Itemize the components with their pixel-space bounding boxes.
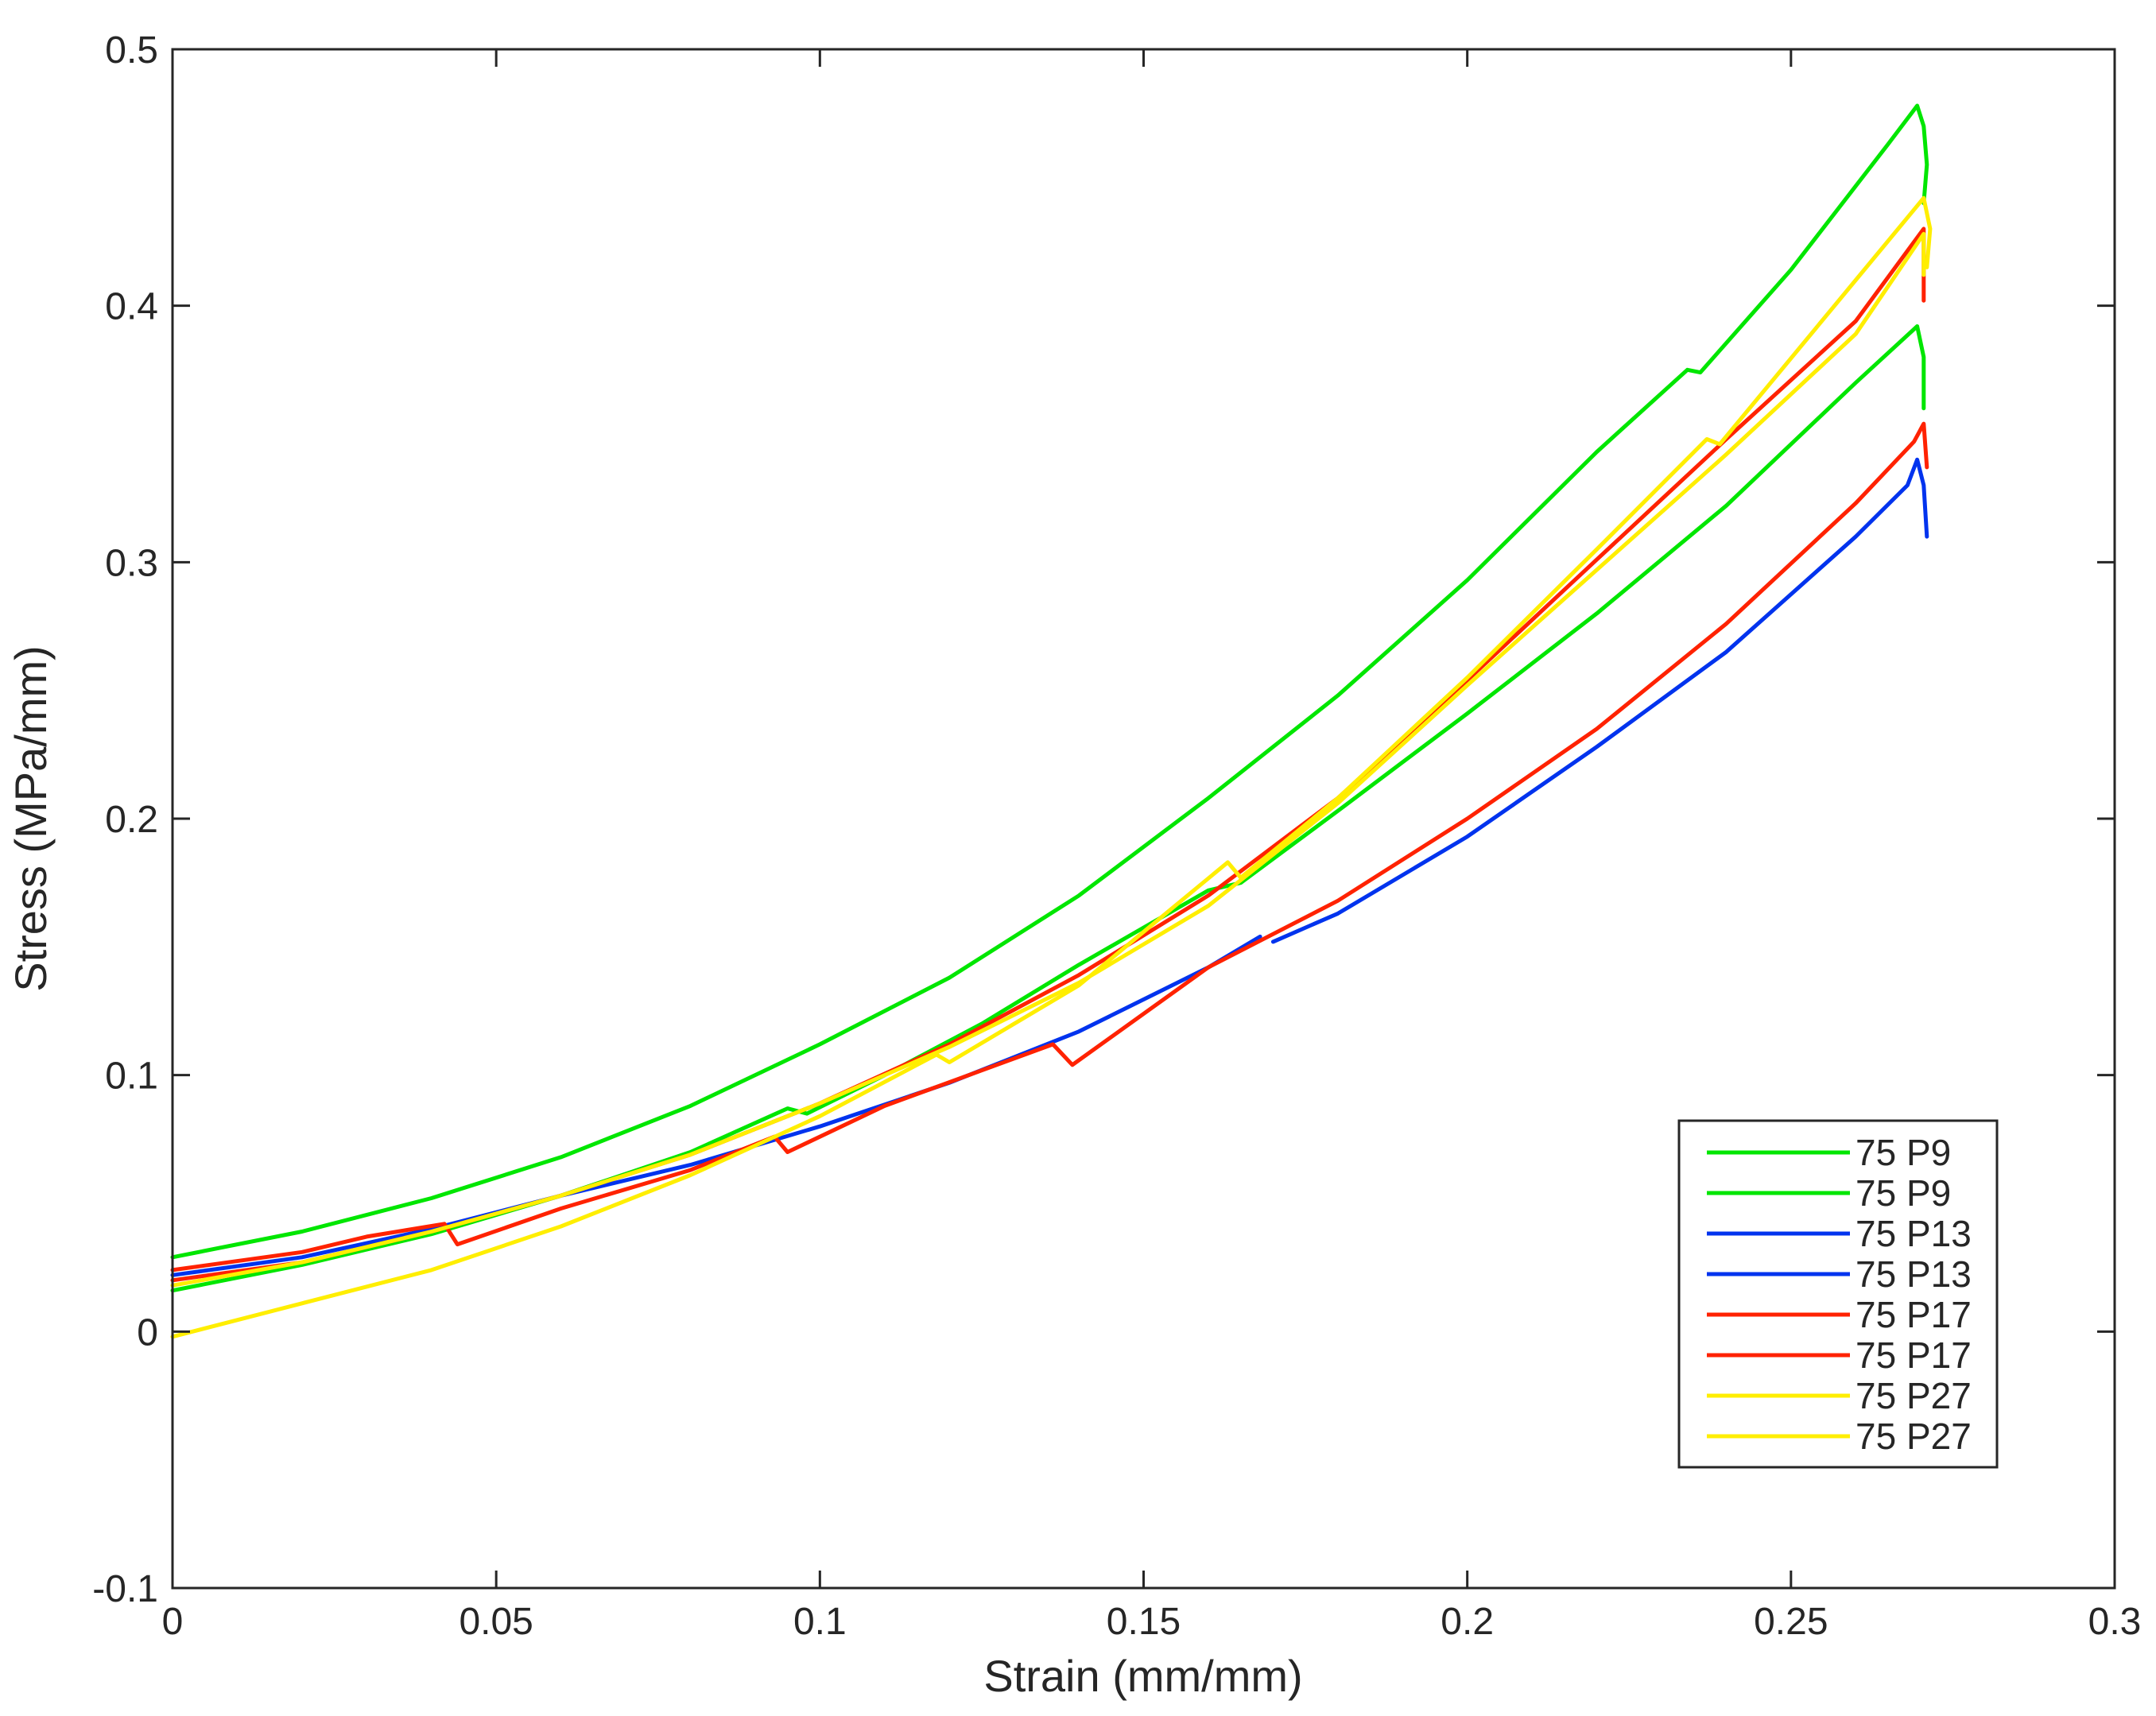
series-line-7 <box>170 196 1933 1339</box>
y-tick-label: 0.1 <box>105 1056 158 1098</box>
legend-label: 75 P27 <box>1855 1375 1972 1416</box>
series-line-1 <box>170 103 1929 1260</box>
legend-label: 75 P17 <box>1855 1334 1972 1376</box>
x-tick-label: 0 <box>162 1601 184 1643</box>
series-lines <box>170 103 1933 1339</box>
y-tick-label: 0.5 <box>105 29 158 72</box>
legend-box <box>1677 1119 1999 1469</box>
legend-label: 75 P13 <box>1855 1253 1972 1295</box>
series-line-5 <box>170 421 1929 1272</box>
y-tick-label: 0.3 <box>105 542 158 584</box>
y-tick-labels: -0.1 0 0.1 0.2 0.3 0.4 0.5 <box>92 29 158 1610</box>
y-tick-label: 0.4 <box>105 286 158 328</box>
x-tick-label: 0.05 <box>459 1601 533 1643</box>
series-line-8 <box>170 231 1926 1288</box>
y-tick-label: 0 <box>137 1311 158 1354</box>
axis-ticks <box>171 48 2116 1590</box>
x-tick-label: 0.25 <box>1754 1601 1828 1643</box>
legend-label: 75 P13 <box>1855 1213 1972 1254</box>
x-tick-label: 0.15 <box>1107 1601 1181 1643</box>
x-tick-label: 0.1 <box>793 1601 847 1643</box>
legend-label: 75 P27 <box>1855 1416 1972 1457</box>
y-tick-label: -0.1 <box>92 1568 158 1610</box>
legend-label: 75 P9 <box>1855 1172 1951 1214</box>
legend-label: 75 P9 <box>1855 1132 1951 1173</box>
y-axis-label: Stress (MPa/mm) <box>6 645 56 992</box>
x-tick-label: 0.3 <box>2088 1601 2142 1643</box>
series-line-4 <box>1270 457 1929 944</box>
y-tick-label: 0.2 <box>105 799 158 841</box>
x-axis-label: Strain (mm/mm) <box>983 1651 1302 1701</box>
x-tick-label: 0.2 <box>1441 1601 1494 1643</box>
x-tick-labels: 0 0.05 0.1 0.15 0.2 0.25 0.3 <box>162 1601 2142 1643</box>
legend-label: 75 P17 <box>1855 1294 1972 1335</box>
